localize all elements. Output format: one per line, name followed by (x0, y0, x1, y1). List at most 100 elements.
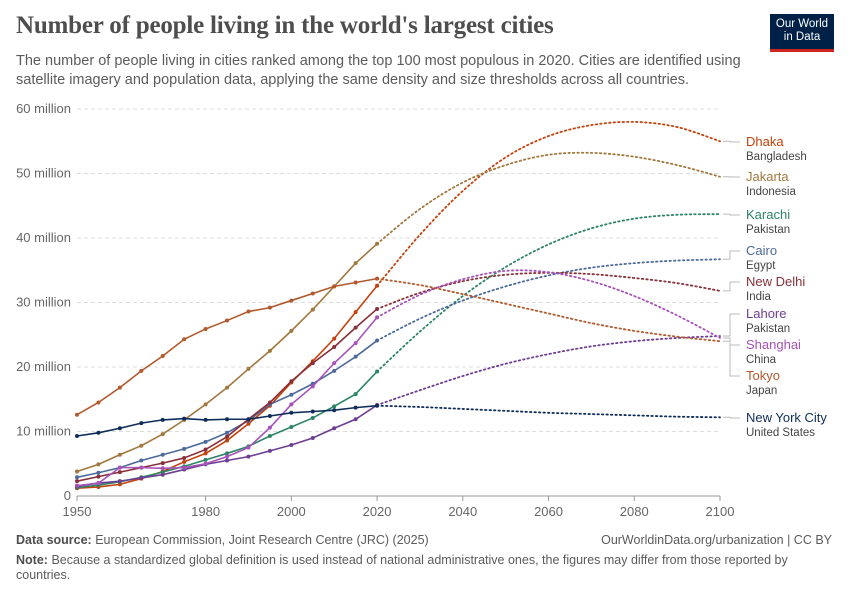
legend-country-lahore: Pakistan (746, 323, 790, 335)
data-point-jakarta (310, 307, 315, 312)
data-point-cairo (182, 446, 187, 451)
data-point-tokyo (160, 354, 165, 359)
data-point-lahore (117, 479, 122, 484)
data-point-dhaka (203, 451, 208, 456)
legend-country-shanghai: China (746, 354, 777, 366)
data-point-lahore (310, 435, 315, 440)
data-point-tokyo (203, 326, 208, 331)
x-tick-label: 2020 (363, 504, 392, 519)
x-tick-label: 2040 (448, 504, 477, 519)
legend-label-new-york-city[interactable]: New York City (746, 410, 827, 425)
data-point-shanghai (117, 465, 122, 470)
data-point-dhaka (353, 310, 358, 315)
legend-connector-karachi (723, 213, 740, 216)
data-point-lahore (225, 458, 230, 463)
data-point-shanghai (267, 425, 272, 430)
data-point-new-delhi (332, 345, 337, 350)
data-point-new-delhi (96, 474, 101, 479)
data-point-shanghai (332, 361, 337, 366)
data-point-new-york-city (117, 426, 122, 431)
data-point-lahore (332, 426, 337, 431)
data-point-dhaka (332, 336, 337, 341)
footer-url[interactable]: OurWorldinData.org/urbanization | CC BY (601, 533, 832, 547)
data-point-jakarta (353, 261, 358, 266)
x-tick-label: 1950 (63, 504, 92, 519)
data-point-lahore (289, 443, 294, 448)
data-point-shanghai (139, 465, 144, 470)
data-point-tokyo (225, 318, 230, 323)
legend-country-dhaka: Bangladesh (746, 151, 807, 163)
x-tick-label: 2000 (277, 504, 306, 519)
legend-label-shanghai[interactable]: Shanghai (746, 337, 801, 352)
legend-label-dhaka[interactable]: Dhaka (746, 134, 784, 149)
data-point-tokyo (182, 337, 187, 342)
source-text: European Commission, Joint Research Cent… (95, 533, 429, 547)
projection-line-dhaka (376, 120, 721, 287)
data-point-new-york-city (332, 408, 337, 413)
data-point-cairo (203, 439, 208, 444)
data-point-shanghai (246, 445, 251, 450)
legend-label-tokyo[interactable]: Tokyo (746, 368, 780, 383)
data-point-new-delhi (160, 461, 165, 466)
logo-line1: Our World (775, 18, 829, 30)
data-point-lahore (160, 472, 165, 477)
legend-connector-new-york-city (723, 416, 740, 419)
legend-label-cairo[interactable]: Cairo (746, 243, 777, 258)
data-point-new-york-city (203, 417, 208, 422)
data-point-shanghai (353, 341, 358, 346)
data-point-new-york-city (182, 416, 187, 421)
data-point-cairo (75, 475, 79, 480)
data-point-jakarta (139, 443, 144, 448)
legend-country-jakarta: Indonesia (746, 186, 796, 198)
data-point-tokyo (96, 400, 101, 405)
data-point-cairo (96, 470, 101, 475)
note-label: Note: (16, 553, 48, 567)
data-point-jakarta (225, 385, 230, 390)
data-point-new-york-city (310, 409, 315, 414)
legend-label-jakarta[interactable]: Jakarta (746, 169, 789, 184)
projection-line-tokyo (376, 277, 721, 343)
data-point-cairo (139, 458, 144, 463)
footer-source: Data source: European Commission, Joint … (16, 533, 429, 547)
projection-line-jakarta (376, 151, 721, 245)
data-point-tokyo (267, 305, 272, 310)
data-point-new-delhi (117, 470, 122, 475)
data-point-new-york-city (139, 421, 144, 426)
y-tick-label: 50 million (16, 166, 71, 181)
data-point-jakarta (375, 241, 380, 246)
data-point-jakarta (117, 452, 122, 457)
data-point-new-delhi (182, 455, 187, 460)
x-tick-label: 2100 (706, 504, 735, 519)
data-point-lahore (267, 448, 272, 453)
data-point-karachi (353, 392, 358, 397)
data-point-new-york-city (160, 417, 165, 422)
data-point-cairo (353, 354, 358, 359)
legend-country-tokyo: Japan (746, 385, 777, 397)
data-point-jakarta (203, 402, 208, 407)
series-line-tokyo (76, 277, 378, 416)
data-point-shanghai (203, 461, 208, 466)
data-point-lahore (353, 417, 358, 422)
legend-label-lahore[interactable]: Lahore (746, 306, 786, 321)
data-point-new-delhi (203, 447, 208, 452)
data-point-new-york-city (225, 417, 230, 422)
data-point-new-york-city (375, 403, 380, 408)
data-point-new-york-city (246, 417, 251, 422)
data-point-tokyo (246, 309, 251, 314)
data-point-new-delhi (75, 479, 79, 484)
data-point-jakarta (289, 328, 294, 333)
data-point-cairo (375, 338, 380, 343)
note-text: Because a standardized global definition… (16, 553, 788, 582)
legend-label-karachi[interactable]: Karachi (746, 207, 790, 222)
data-point-new-delhi (375, 306, 380, 311)
legend-label-new-delhi[interactable]: New Delhi (746, 274, 805, 289)
data-point-cairo (289, 392, 294, 397)
projection-line-lahore (376, 335, 721, 406)
legend-country-new-york-city: United States (746, 427, 815, 439)
owid-logo[interactable]: Our World in Data (770, 14, 834, 52)
x-tick-label: 1980 (191, 504, 220, 519)
data-point-jakarta (160, 432, 165, 437)
data-point-karachi (225, 451, 230, 456)
projection-line-shanghai (376, 269, 721, 339)
